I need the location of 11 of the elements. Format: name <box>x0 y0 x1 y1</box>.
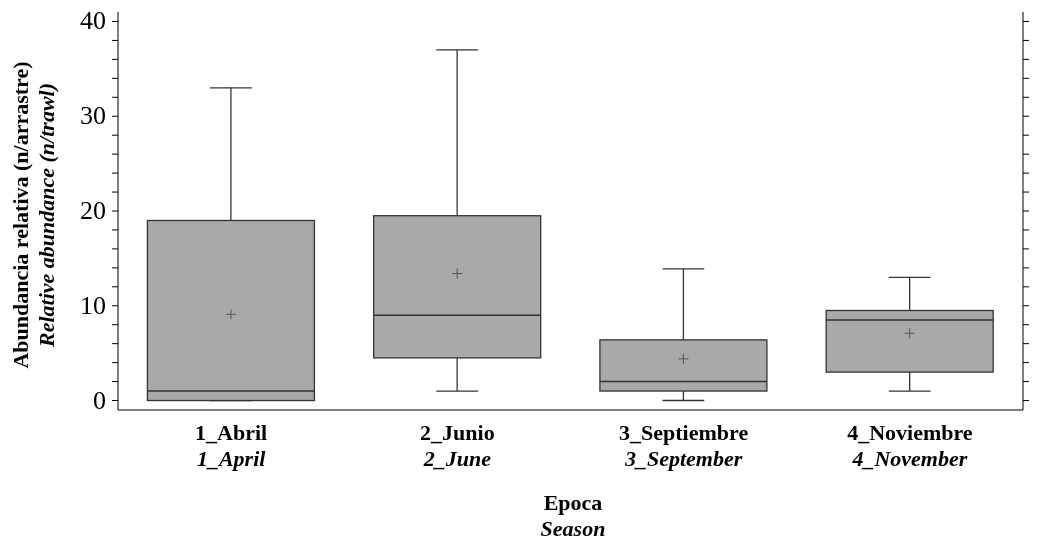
y-tick-label: 30 <box>80 101 106 131</box>
x-tick-label: 3_Septiembre 3_September <box>619 420 749 471</box>
y-tick-label: 0 <box>93 385 106 415</box>
x-axis-title: Epoca Season <box>540 490 606 541</box>
y-tick-label: 20 <box>80 196 106 225</box>
x-tick-label: 1_Abril 1_April <box>195 420 268 471</box>
y-axis-title: Abundancia relativa (n/arrastre) Relative abundance (n/trawl) <box>8 61 59 369</box>
x-tick-label: 4_Noviembre 4_November <box>847 420 973 471</box>
y-tick-label: 10 <box>80 290 106 320</box>
x-tick-label: 2_Junio 2_June <box>420 420 495 471</box>
y-tick-label: 40 <box>80 6 106 36</box>
